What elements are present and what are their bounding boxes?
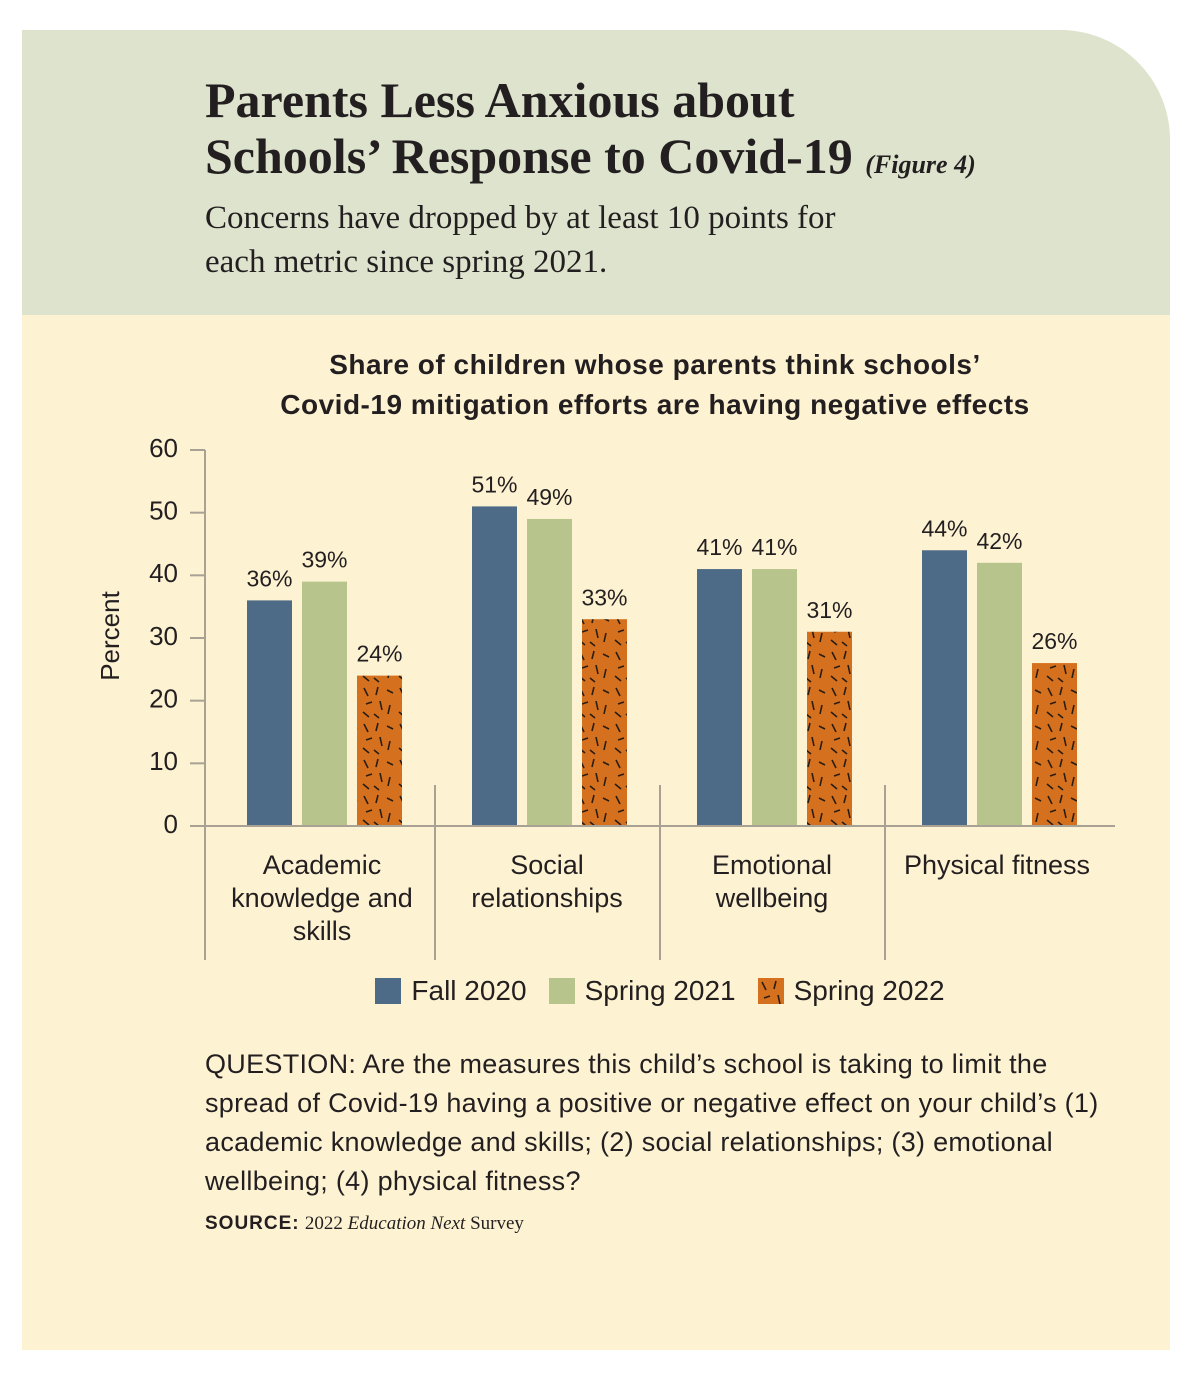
bar: [697, 569, 742, 826]
bar: [922, 550, 967, 826]
x-tick-label: Emotional wellbeing: [711, 850, 833, 913]
figure-note: (Figure 4): [865, 150, 976, 179]
bar: [752, 569, 797, 826]
value-label: 42%: [976, 528, 1022, 554]
value-label: 44%: [921, 515, 967, 541]
source: SOURCE: 2022 Education Next Survey: [205, 1213, 524, 1235]
legend: Fall 2020 Spring 2021 Spring 2022: [205, 975, 1115, 1007]
chart-title-line: Share of children whose parents think sc…: [329, 349, 981, 380]
value-label: 41%: [696, 534, 742, 560]
header-title-line: Schools’ Response to Covid-19 (Figure 4): [205, 128, 976, 193]
value-label: 31%: [806, 597, 852, 623]
header-title-line: Parents Less Anxious about: [205, 72, 795, 128]
bar: [1032, 663, 1077, 826]
legend-swatch-fill: [757, 978, 784, 1004]
y-tick-label: 20: [149, 684, 178, 714]
legend-swatch-fill: [548, 978, 575, 1004]
y-tick-label: 0: [164, 809, 178, 839]
value-label: 49%: [526, 484, 572, 510]
source-text: 2022 Education Next Survey: [305, 1213, 524, 1234]
y-tick-label: 40: [149, 558, 178, 588]
source-part: 2022: [304, 1213, 343, 1234]
bar: [357, 675, 402, 826]
y-tick-label: 30: [149, 621, 178, 651]
legend-item: Spring 2021: [548, 975, 736, 1007]
bar: [247, 600, 292, 826]
header: [22, 30, 1170, 315]
value-label: 24%: [356, 641, 402, 667]
x-tick-label: Social relationships: [471, 850, 623, 913]
legend-swatch-fill: [375, 978, 402, 1004]
value-label: 33%: [581, 584, 627, 610]
y-axis-label: Percent: [95, 590, 125, 680]
legend-label: Spring 2022: [793, 975, 945, 1006]
question: QUESTION: Are the measures this child’s …: [205, 1049, 1099, 1196]
legend-item: Spring 2022: [757, 975, 945, 1007]
source-label: SOURCE:: [205, 1213, 300, 1234]
source-part: Survey: [470, 1213, 524, 1234]
value-label: 51%: [471, 471, 517, 497]
source-part: Education Next: [347, 1213, 466, 1234]
header-title: Parents Less Anxious about Schools’ Resp…: [205, 72, 976, 193]
bar: [582, 619, 627, 826]
value-label: 26%: [1031, 628, 1077, 654]
subtitle-line: Concerns have dropped by at least 10 poi…: [205, 200, 836, 236]
bar: [302, 581, 347, 826]
chart-title-line: Covid-19 mitigation efforts are having n…: [280, 389, 1030, 420]
bar: [807, 631, 852, 826]
y-tick-label: 50: [149, 496, 178, 526]
subtitle: Concerns have dropped by at least 10 poi…: [205, 196, 836, 284]
value-label: 41%: [751, 534, 797, 560]
legend-swatch: [375, 978, 402, 1004]
legend-swatch: [757, 978, 784, 1004]
y-tick-label: 60: [149, 433, 178, 463]
x-tick-label: Physical fitness: [903, 850, 1091, 880]
bar: [977, 562, 1022, 826]
legend-item: Fall 2020: [375, 975, 527, 1007]
legend-label: Fall 2020: [411, 975, 527, 1006]
value-label: 39%: [301, 547, 347, 573]
legend-swatch: [548, 978, 575, 1004]
header-title-line: Schools’ Response to Covid-19: [205, 128, 853, 184]
y-tick-label: 10: [149, 746, 178, 776]
subtitle-line: each metric since spring 2021.: [205, 244, 608, 280]
legend-label: Spring 2021: [584, 975, 736, 1006]
chart-title: Share of children whose parents think sc…: [205, 345, 1105, 425]
x-tick-label: Academic knowledge and skills: [231, 850, 413, 946]
value-label: 36%: [246, 565, 292, 591]
bar: [527, 518, 572, 826]
bar: [472, 506, 517, 826]
